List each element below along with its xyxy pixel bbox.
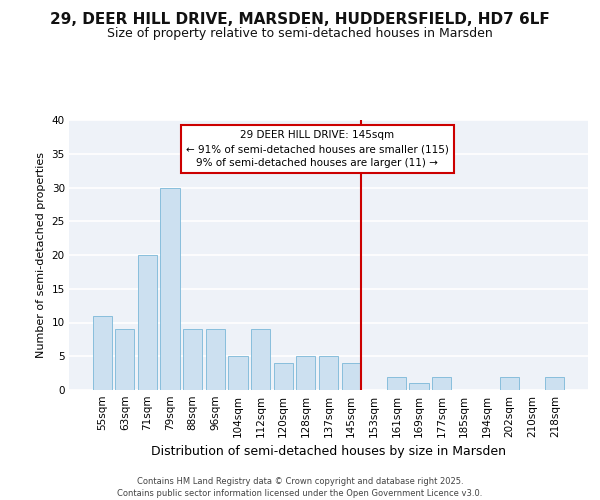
Bar <box>92 316 112 390</box>
Bar <box>341 363 361 390</box>
Bar <box>160 188 180 390</box>
Bar <box>274 363 293 390</box>
Text: 29 DEER HILL DRIVE: 145sqm
← 91% of semi-detached houses are smaller (115)
9% of: 29 DEER HILL DRIVE: 145sqm ← 91% of semi… <box>186 130 449 168</box>
Bar <box>115 329 134 390</box>
Bar <box>296 356 316 390</box>
Bar <box>387 376 406 390</box>
Bar <box>183 329 202 390</box>
Text: Contains HM Land Registry data © Crown copyright and database right 2025.
Contai: Contains HM Land Registry data © Crown c… <box>118 476 482 498</box>
Bar <box>500 376 519 390</box>
Bar <box>319 356 338 390</box>
Y-axis label: Number of semi-detached properties: Number of semi-detached properties <box>36 152 46 358</box>
Bar <box>432 376 451 390</box>
Bar <box>545 376 565 390</box>
X-axis label: Distribution of semi-detached houses by size in Marsden: Distribution of semi-detached houses by … <box>151 446 506 458</box>
Bar <box>229 356 248 390</box>
Bar <box>251 329 270 390</box>
Bar <box>206 329 225 390</box>
Bar <box>409 383 428 390</box>
Text: 29, DEER HILL DRIVE, MARSDEN, HUDDERSFIELD, HD7 6LF: 29, DEER HILL DRIVE, MARSDEN, HUDDERSFIE… <box>50 12 550 28</box>
Bar <box>138 255 157 390</box>
Text: Size of property relative to semi-detached houses in Marsden: Size of property relative to semi-detach… <box>107 28 493 40</box>
